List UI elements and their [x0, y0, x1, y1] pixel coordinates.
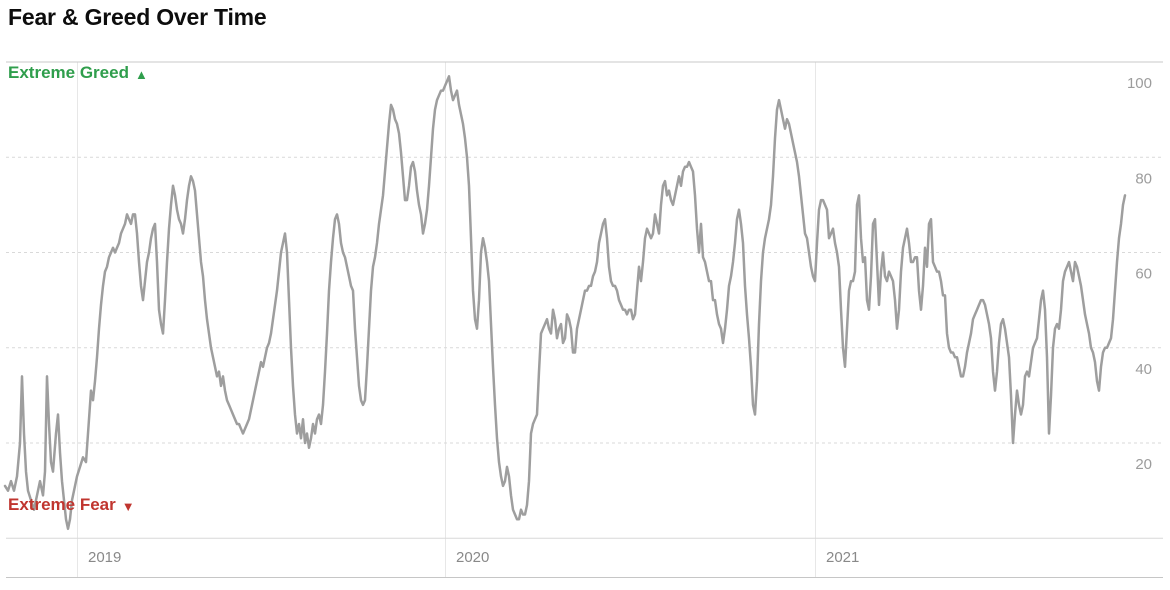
down-triangle-icon: ▼ — [121, 498, 135, 514]
extreme-fear-text: Extreme Fear — [8, 495, 116, 514]
extreme-greed-text: Extreme Greed — [8, 63, 129, 82]
page-title: Fear & Greed Over Time — [8, 4, 267, 30]
y-axis-label: 100 — [1127, 75, 1152, 92]
extreme-fear-label: Extreme Fear ▼ — [8, 495, 135, 515]
y-axis-label: 20 — [1135, 456, 1152, 473]
x-axis-label: 2020 — [456, 549, 489, 566]
x-axis-label: 2021 — [826, 549, 859, 566]
y-axis-label: 40 — [1135, 361, 1152, 378]
x-axis-label: 2019 — [88, 549, 121, 566]
up-triangle-icon: ▲ — [134, 66, 148, 82]
y-axis-label: 60 — [1135, 266, 1152, 283]
fear-greed-series-line[interactable] — [3, 75, 1127, 531]
extreme-greed-label: Extreme Greed ▲ — [8, 63, 148, 83]
y-axis-label: 80 — [1135, 170, 1152, 187]
